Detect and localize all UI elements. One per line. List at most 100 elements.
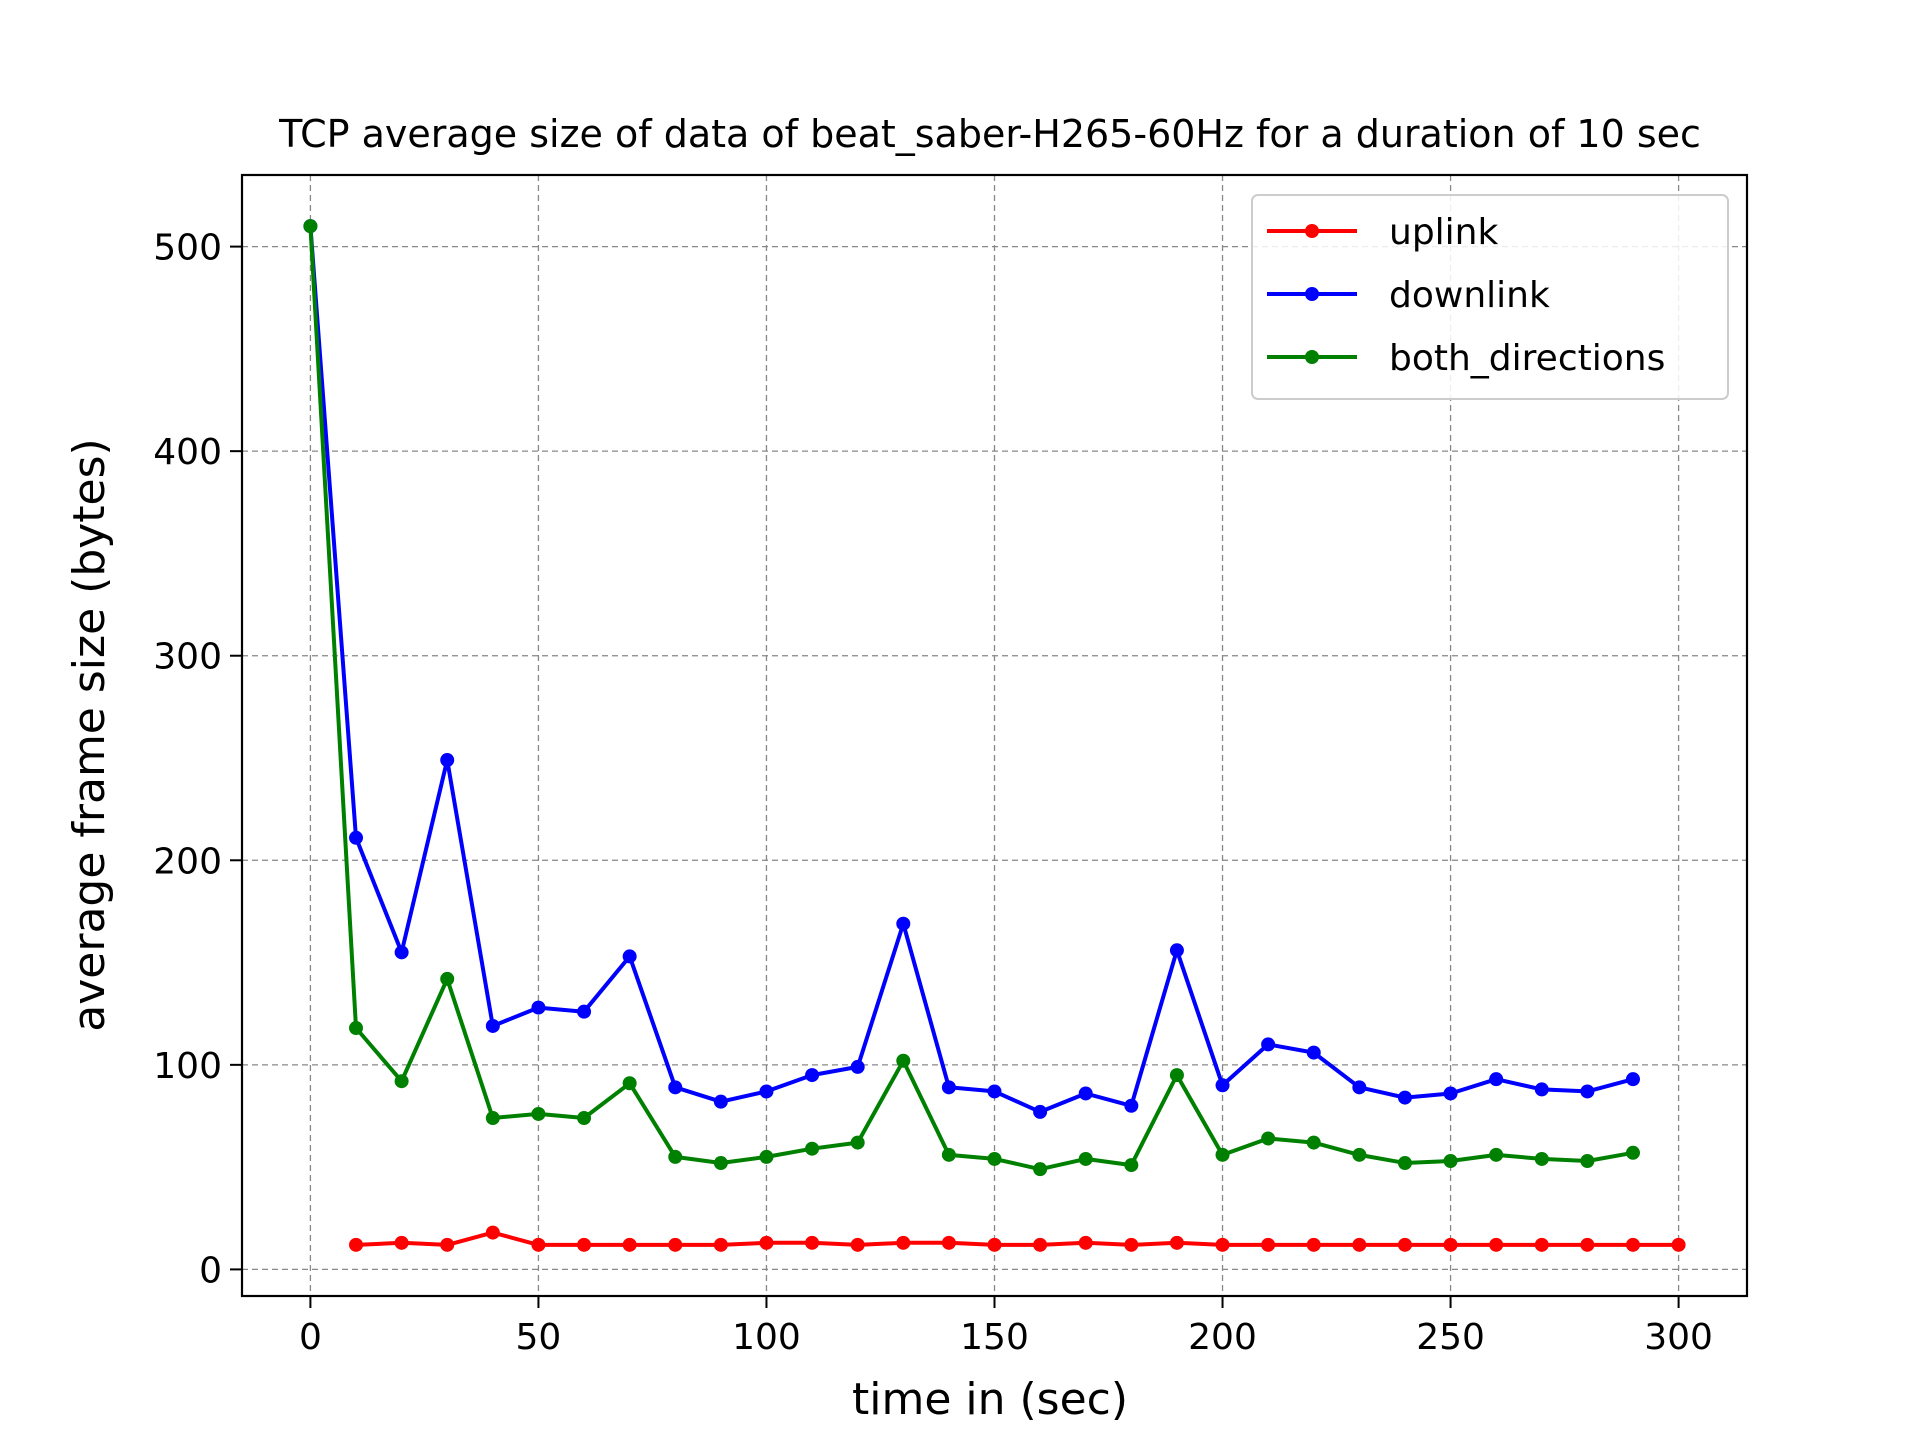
data-point-uplink xyxy=(713,1237,728,1252)
x-axis-title: time in (sec) xyxy=(852,1374,1128,1425)
series-line-uplink xyxy=(355,1230,1679,1247)
data-point-downlink xyxy=(1397,1090,1412,1105)
data-point-both-directions xyxy=(622,1076,637,1091)
data-point-both-directions xyxy=(349,1021,364,1036)
data-point-uplink xyxy=(394,1235,409,1250)
legend-label: downlink xyxy=(1389,275,1550,316)
data-point-downlink xyxy=(668,1080,683,1095)
data-point-both-directions xyxy=(1489,1147,1504,1162)
data-point-uplink xyxy=(1078,1235,1093,1250)
legend-swatch-marker xyxy=(1305,350,1319,364)
data-point-both-directions xyxy=(850,1135,865,1150)
data-point-both-directions xyxy=(485,1111,500,1126)
data-point-both-directions xyxy=(805,1141,820,1156)
y-tick-label: 400 xyxy=(153,432,222,473)
data-point-downlink xyxy=(1215,1078,1230,1093)
data-point-uplink xyxy=(1033,1237,1048,1252)
data-point-downlink xyxy=(1443,1086,1458,1101)
data-point-both-directions xyxy=(668,1149,683,1164)
legend-swatch-marker xyxy=(1305,287,1319,301)
data-point-uplink xyxy=(1443,1237,1458,1252)
data-point-downlink xyxy=(1352,1080,1367,1095)
data-point-uplink xyxy=(1169,1235,1184,1250)
legend-swatch-marker xyxy=(1305,224,1319,238)
data-point-downlink xyxy=(531,1000,546,1015)
data-point-uplink xyxy=(1352,1237,1367,1252)
data-point-downlink xyxy=(1124,1098,1139,1113)
data-point-both-directions xyxy=(1078,1151,1093,1166)
data-point-both-directions xyxy=(759,1149,774,1164)
data-point-downlink xyxy=(394,945,409,960)
data-point-uplink xyxy=(1261,1237,1276,1252)
series-layer xyxy=(303,219,1686,1252)
data-point-uplink xyxy=(622,1237,637,1252)
data-point-uplink xyxy=(850,1237,865,1252)
data-point-both-directions xyxy=(531,1106,546,1121)
data-point-downlink xyxy=(577,1004,592,1019)
data-point-uplink xyxy=(668,1237,683,1252)
data-point-downlink xyxy=(759,1084,774,1099)
data-point-both-directions xyxy=(1397,1156,1412,1171)
data-point-downlink xyxy=(622,949,637,964)
data-point-uplink xyxy=(1625,1237,1640,1252)
x-tick-label: 50 xyxy=(516,1317,562,1358)
chart-title: TCP average size of data of beat_saber-H… xyxy=(278,112,1701,156)
data-point-both-directions xyxy=(1625,1145,1640,1160)
y-tick-label: 300 xyxy=(153,637,222,678)
data-point-both-directions xyxy=(577,1111,592,1126)
y-tick-label: 200 xyxy=(153,841,222,882)
data-point-downlink xyxy=(850,1059,865,1074)
data-point-both-directions xyxy=(1033,1162,1048,1177)
data-point-both-directions xyxy=(394,1074,409,1089)
data-point-both-directions xyxy=(1580,1153,1595,1168)
x-tick-label: 300 xyxy=(1644,1317,1713,1358)
data-point-both-directions xyxy=(1169,1068,1184,1083)
data-point-both-directions xyxy=(941,1147,956,1162)
legend-item-uplink: uplink xyxy=(1267,212,1498,253)
x-tick-label: 0 xyxy=(299,1317,322,1358)
legend-item-downlink: downlink xyxy=(1267,275,1550,316)
data-point-downlink xyxy=(1625,1072,1640,1087)
data-point-both-directions xyxy=(1534,1151,1549,1166)
y-tick-label: 100 xyxy=(153,1046,222,1087)
data-point-uplink xyxy=(485,1225,500,1240)
data-point-downlink xyxy=(485,1018,500,1033)
data-point-uplink xyxy=(896,1235,911,1250)
data-point-both-directions xyxy=(303,219,318,234)
x-tick-label: 100 xyxy=(732,1317,801,1358)
data-point-downlink xyxy=(1306,1045,1321,1060)
legend-box xyxy=(1251,194,1729,400)
data-point-uplink xyxy=(440,1237,455,1252)
data-point-uplink xyxy=(759,1235,774,1250)
y-tick-label: 0 xyxy=(199,1250,222,1291)
data-point-downlink xyxy=(1489,1072,1504,1087)
x-tick-label: 150 xyxy=(960,1317,1029,1358)
data-point-both-directions xyxy=(440,971,455,986)
data-point-both-directions xyxy=(1215,1147,1230,1162)
data-point-uplink xyxy=(1671,1237,1686,1252)
data-point-uplink xyxy=(987,1237,1002,1252)
data-point-downlink xyxy=(349,830,364,845)
axis-ticks: 0 50 100 150 200 250 300 0 100 200 300 400 500 xyxy=(153,228,1713,1358)
data-point-uplink xyxy=(349,1237,364,1252)
data-point-downlink xyxy=(987,1084,1002,1099)
data-point-uplink xyxy=(1124,1237,1139,1252)
data-point-both-directions xyxy=(896,1053,911,1068)
data-point-uplink xyxy=(941,1235,956,1250)
series-downlink xyxy=(303,219,1640,1119)
y-tick-label: 500 xyxy=(153,228,222,269)
data-point-uplink xyxy=(805,1235,820,1250)
data-point-downlink xyxy=(440,753,455,768)
legend-label: both_directions xyxy=(1389,338,1665,379)
series-uplink xyxy=(349,1225,1686,1252)
data-point-downlink xyxy=(713,1094,728,1109)
data-point-uplink xyxy=(1489,1237,1504,1252)
x-tick-label: 200 xyxy=(1188,1317,1257,1358)
series-line-both-directions xyxy=(308,225,1634,1172)
data-point-downlink xyxy=(1580,1084,1595,1099)
y-axis-title: average frame size (bytes) xyxy=(64,438,115,1031)
data-point-uplink xyxy=(1215,1237,1230,1252)
series-line-downlink xyxy=(308,225,1634,1114)
legend-item-both-directions: both_directions xyxy=(1267,338,1665,379)
